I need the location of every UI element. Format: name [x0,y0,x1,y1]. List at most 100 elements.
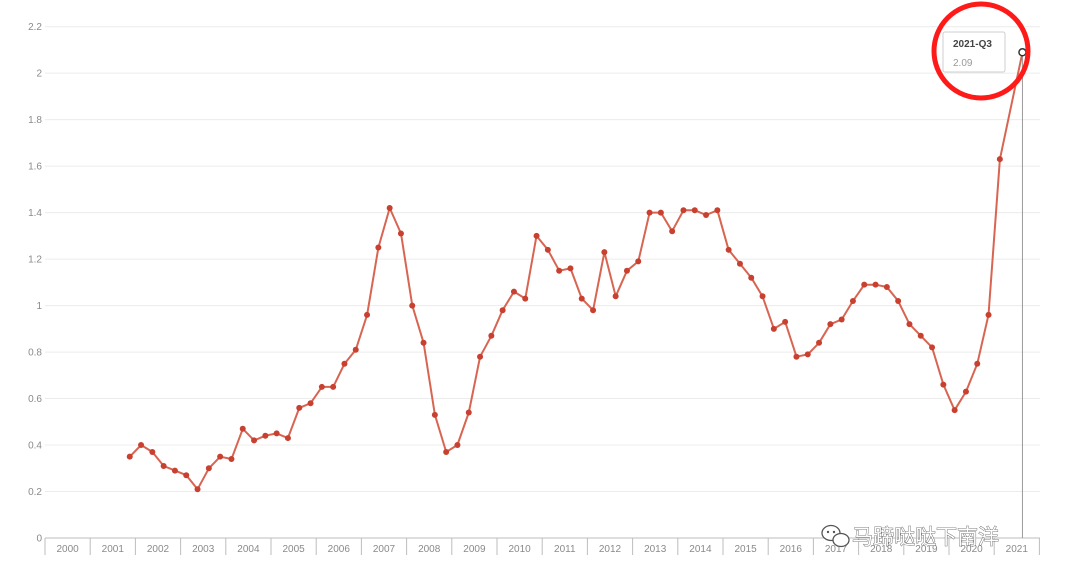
data-point[interactable] [770,325,777,332]
data-point[interactable] [454,442,461,449]
x-tick-label: 2009 [463,544,486,555]
data-point[interactable] [465,409,472,416]
data-point[interactable] [725,246,732,253]
data-point[interactable] [318,383,325,390]
data-point[interactable] [657,209,664,216]
data-point[interactable] [974,360,981,367]
data-point[interactable] [691,207,698,214]
data-point[interactable] [533,232,540,239]
data-point[interactable] [940,381,947,388]
data-point[interactable] [804,351,811,358]
data-point[interactable] [375,244,382,251]
data-point[interactable] [330,383,337,390]
data-point[interactable] [171,467,178,474]
data-point[interactable] [499,307,506,314]
data-point[interactable] [284,435,291,442]
data-point[interactable] [906,321,913,328]
data-point[interactable] [194,486,201,493]
data-point[interactable] [623,267,630,274]
data-point[interactable] [601,249,608,256]
data-point[interactable] [262,432,269,439]
data-point[interactable] [996,156,1003,163]
wechat-icon [821,524,850,548]
data-point[interactable] [849,297,856,304]
data-point[interactable] [861,281,868,288]
y-tick-label: 1.8 [28,115,42,126]
data-point[interactable] [205,465,212,472]
y-tick-label: 1 [36,301,42,312]
data-point[interactable] [646,209,653,216]
data-point[interactable] [590,307,597,314]
data-point[interactable] [816,339,823,346]
data-point[interactable] [917,332,924,339]
y-tick-label: 2 [36,69,42,80]
x-tick-label: 2015 [734,544,757,555]
data-point[interactable] [793,353,800,360]
data-point[interactable] [680,207,687,214]
data-point[interactable] [669,228,676,235]
data-point[interactable] [307,400,314,407]
data-point[interactable] [567,265,574,272]
data-point[interactable] [217,453,224,460]
data-point[interactable] [352,346,359,353]
data-point[interactable] [477,353,484,360]
data-point[interactable] [714,207,721,214]
data-point[interactable] [929,344,936,351]
data-point[interactable] [838,316,845,323]
data-point[interactable] [872,281,879,288]
data-point[interactable] [612,293,619,300]
data-point[interactable] [296,404,303,411]
x-tick-label: 2020 [960,544,983,555]
data-point[interactable] [126,453,133,460]
data-point[interactable] [782,318,789,325]
data-point[interactable] [883,283,890,290]
data-point[interactable] [951,407,958,414]
data-point[interactable] [895,297,902,304]
data-point[interactable] [397,230,404,237]
data-point[interactable] [251,437,258,444]
tooltip: 2021-Q3 2.09 [942,31,1006,73]
data-point[interactable] [273,430,280,437]
active-data-point[interactable] [1018,48,1027,57]
data-point[interactable] [510,288,517,295]
data-point[interactable] [420,339,427,346]
data-point[interactable] [827,321,834,328]
data-point[interactable] [578,295,585,302]
data-point[interactable] [736,260,743,267]
x-tick-label: 2001 [102,544,125,555]
data-point[interactable] [544,246,551,253]
data-point[interactable] [635,258,642,265]
data-point[interactable] [431,411,438,418]
data-point[interactable] [985,311,992,318]
data-point[interactable] [138,442,145,449]
data-point[interactable] [962,388,969,395]
red-highlight-circle [931,1,1031,101]
y-axis-tick-labels: 0 0.2 0.4 0.6 0.8 1 1.2 1.4 1.6 1.8 2 2.2 [28,22,42,544]
data-point[interactable] [183,472,190,479]
tooltip-box [942,31,1006,73]
data-point[interactable] [522,295,529,302]
x-tick-label: 2010 [508,544,531,555]
data-point[interactable] [228,455,235,462]
data-point[interactable] [443,449,450,456]
data-point[interactable] [364,311,371,318]
tooltip-value: 2.09 [953,58,973,69]
data-point[interactable] [703,211,710,218]
data-point[interactable] [759,293,766,300]
data-point[interactable] [409,302,416,309]
data-point[interactable] [341,360,348,367]
data-point[interactable] [239,425,246,432]
data-point[interactable] [556,267,563,274]
x-tick-label: 2019 [915,544,938,555]
y-tick-label: 0.4 [28,441,42,452]
data-point[interactable] [160,462,167,469]
data-point[interactable] [748,274,755,281]
data-point[interactable] [386,204,393,211]
data-point[interactable] [149,449,156,456]
watermark-text: 马蹄哒哒下南洋 [852,525,999,549]
y-tick-label: 0.2 [28,487,42,498]
x-tick-label: 2006 [328,544,351,555]
series-line [129,52,1024,491]
data-point[interactable] [488,332,495,339]
